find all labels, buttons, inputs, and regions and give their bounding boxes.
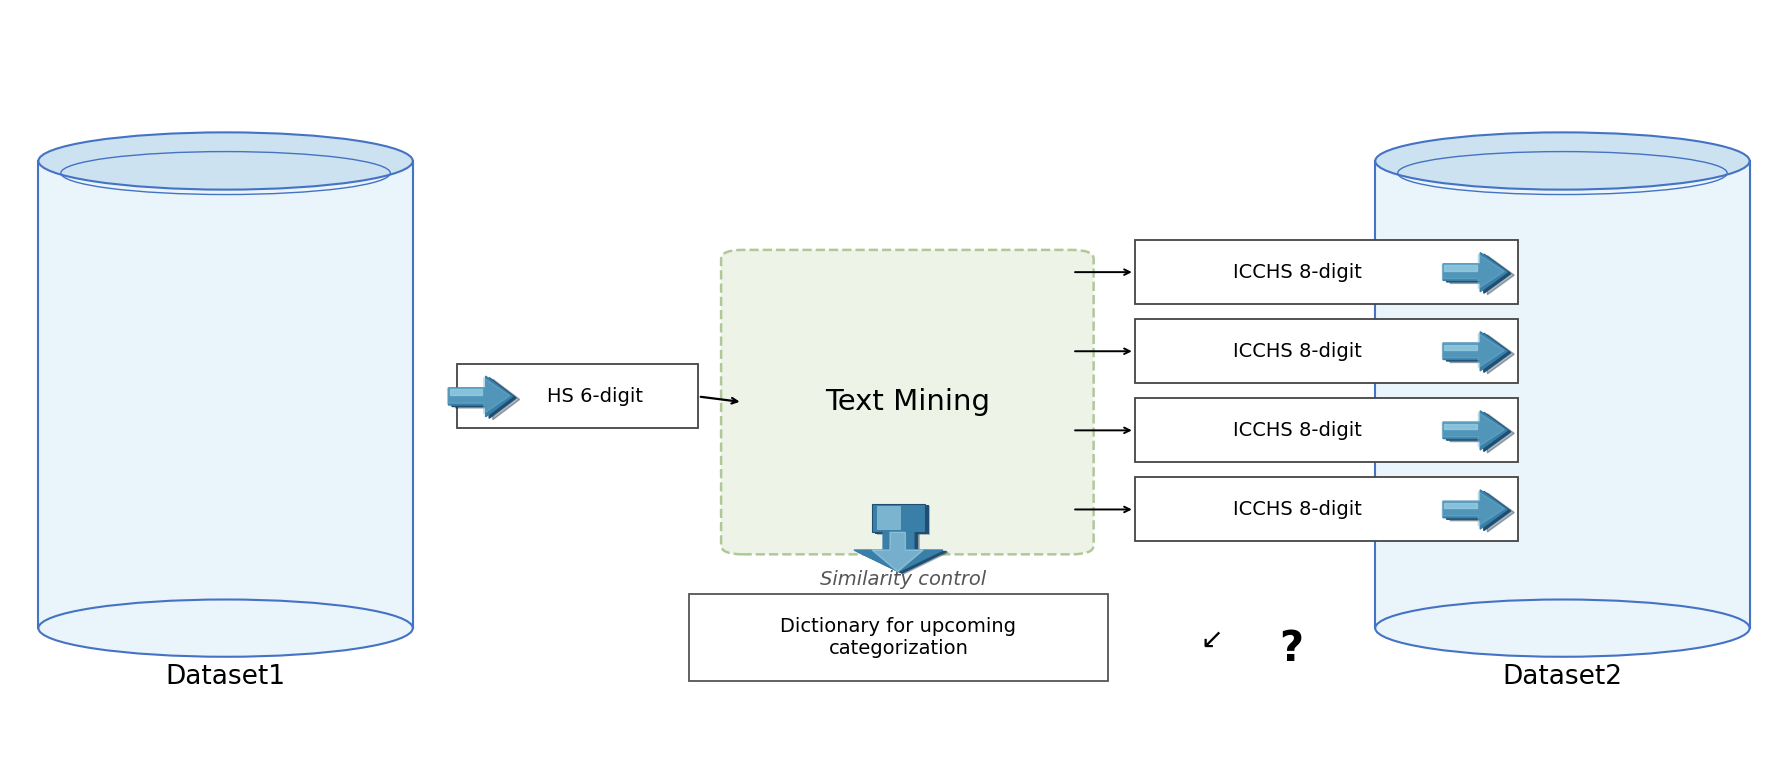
Ellipse shape xyxy=(1375,132,1750,190)
Polygon shape xyxy=(1443,411,1507,450)
Text: Similarity control: Similarity control xyxy=(821,570,985,589)
Polygon shape xyxy=(1443,412,1504,447)
Text: ICCHS 8-digit: ICCHS 8-digit xyxy=(1234,263,1362,282)
FancyBboxPatch shape xyxy=(1135,240,1518,304)
Polygon shape xyxy=(1446,333,1511,373)
Polygon shape xyxy=(452,378,517,418)
Polygon shape xyxy=(1443,332,1507,371)
Polygon shape xyxy=(449,389,483,395)
Polygon shape xyxy=(1446,412,1511,452)
Polygon shape xyxy=(1450,493,1514,532)
FancyBboxPatch shape xyxy=(688,594,1109,681)
FancyBboxPatch shape xyxy=(1135,320,1518,383)
Polygon shape xyxy=(1446,491,1511,531)
FancyBboxPatch shape xyxy=(873,504,924,532)
Ellipse shape xyxy=(38,600,413,657)
Polygon shape xyxy=(1443,492,1504,526)
Polygon shape xyxy=(1443,333,1504,367)
Text: ?: ? xyxy=(1280,628,1303,670)
Text: Dataset1: Dataset1 xyxy=(166,664,286,690)
Polygon shape xyxy=(1450,335,1514,374)
Text: ICCHS 8-digit: ICCHS 8-digit xyxy=(1234,500,1362,519)
Polygon shape xyxy=(38,161,413,628)
Text: Text Mining: Text Mining xyxy=(824,388,991,416)
Polygon shape xyxy=(1450,414,1514,453)
Polygon shape xyxy=(858,534,946,573)
Polygon shape xyxy=(447,378,510,414)
Text: ↗: ↗ xyxy=(1194,624,1218,651)
FancyBboxPatch shape xyxy=(458,364,697,429)
FancyBboxPatch shape xyxy=(1135,398,1518,462)
Polygon shape xyxy=(456,380,520,420)
Text: HS 6-digit: HS 6-digit xyxy=(547,387,644,406)
Polygon shape xyxy=(1443,253,1507,291)
Polygon shape xyxy=(1443,490,1507,529)
Polygon shape xyxy=(855,532,942,572)
FancyBboxPatch shape xyxy=(876,505,928,534)
FancyBboxPatch shape xyxy=(721,250,1094,554)
Polygon shape xyxy=(1443,254,1504,288)
FancyBboxPatch shape xyxy=(878,506,901,530)
FancyBboxPatch shape xyxy=(1135,477,1518,541)
Text: Dictionary for upcoming
categorization: Dictionary for upcoming categorization xyxy=(780,617,1016,658)
Polygon shape xyxy=(1445,502,1477,509)
Text: ICCHS 8-digit: ICCHS 8-digit xyxy=(1234,342,1362,361)
Polygon shape xyxy=(873,532,923,572)
Polygon shape xyxy=(1445,345,1477,350)
Polygon shape xyxy=(860,534,948,574)
Polygon shape xyxy=(1445,266,1477,271)
Polygon shape xyxy=(1450,256,1514,294)
Polygon shape xyxy=(1445,424,1477,429)
Polygon shape xyxy=(1446,254,1511,293)
Ellipse shape xyxy=(1375,600,1750,657)
Ellipse shape xyxy=(38,132,413,190)
FancyBboxPatch shape xyxy=(878,506,930,534)
Polygon shape xyxy=(449,376,513,417)
Text: ICCHS 8-digit: ICCHS 8-digit xyxy=(1234,420,1362,440)
Text: Dataset2: Dataset2 xyxy=(1502,664,1622,690)
Polygon shape xyxy=(1375,161,1750,628)
